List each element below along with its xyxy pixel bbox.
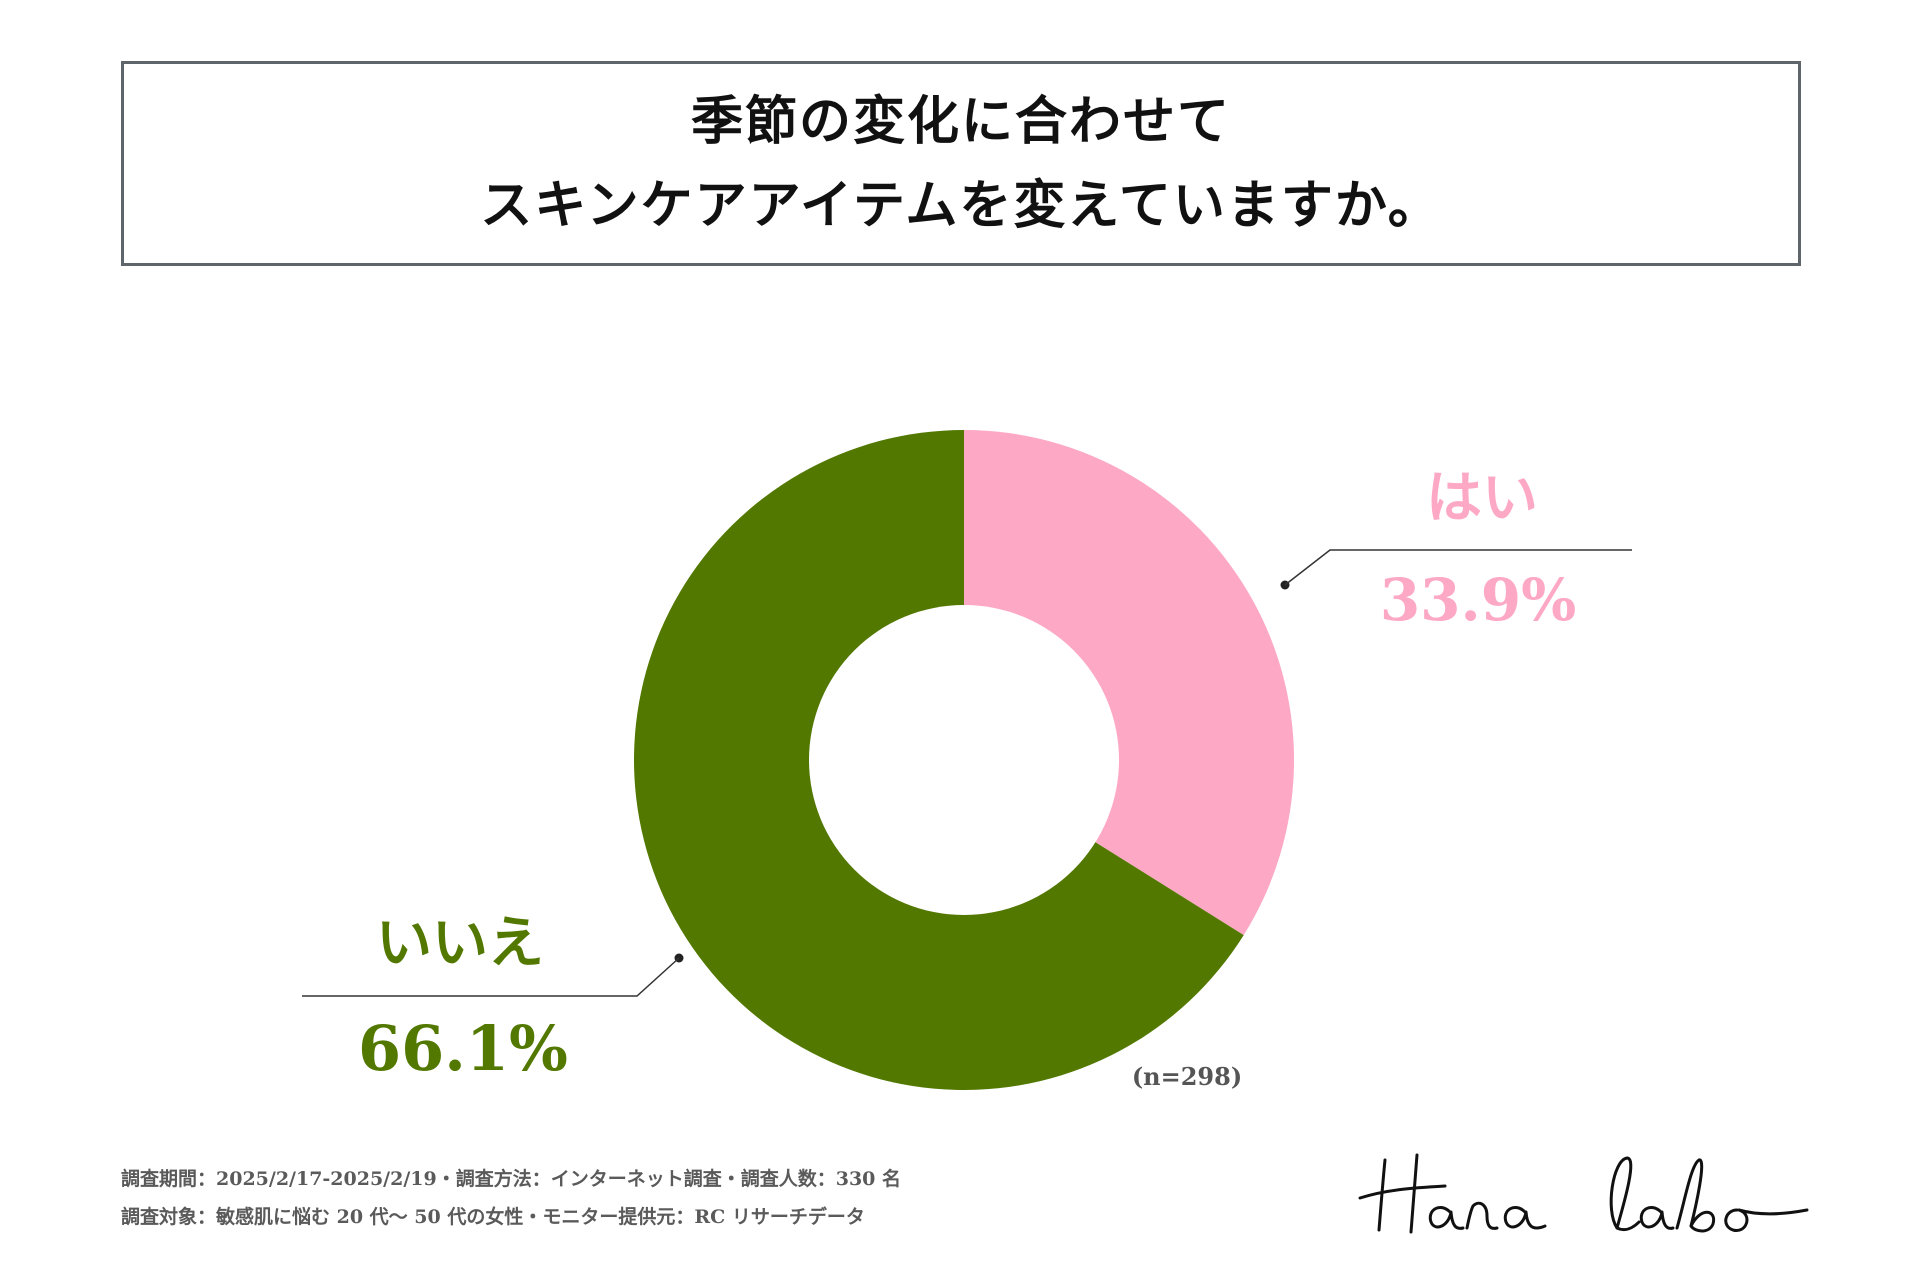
title-box: 季節の変化に合わせて スキンケアアイテムを変えていますか。 bbox=[121, 61, 1801, 266]
footer-notes: 調査期間：2025/2/17-2025/2/19・調査方法：インターネット調査・… bbox=[121, 1160, 901, 1236]
slice-label-no: いいえ bbox=[376, 910, 544, 976]
hana-labo-signature-logo bbox=[1358, 1153, 1809, 1234]
slice-label-yes: はい bbox=[1426, 465, 1538, 531]
title-line-2: スキンケアアイテムを変えていますか。 bbox=[480, 174, 1442, 236]
donut-hole bbox=[809, 605, 1119, 915]
sample-size-label: (n=298) bbox=[1132, 1062, 1242, 1091]
slice-value-no: 66.1% bbox=[358, 1012, 568, 1085]
leader-line-yes bbox=[1284, 549, 1632, 586]
title-line-1: 季節の変化に合わせて bbox=[690, 90, 1231, 152]
footer-line-2: 調査対象：敏感肌に悩む 20 代〜 50 代の女性・モニター提供元：RC リサー… bbox=[121, 1206, 865, 1228]
slice-value-yes: 33.9% bbox=[1380, 566, 1576, 634]
leader-line-no bbox=[302, 957, 680, 997]
footer-line-1: 調査期間：2025/2/17-2025/2/19・調査方法：インターネット調査・… bbox=[121, 1168, 902, 1190]
